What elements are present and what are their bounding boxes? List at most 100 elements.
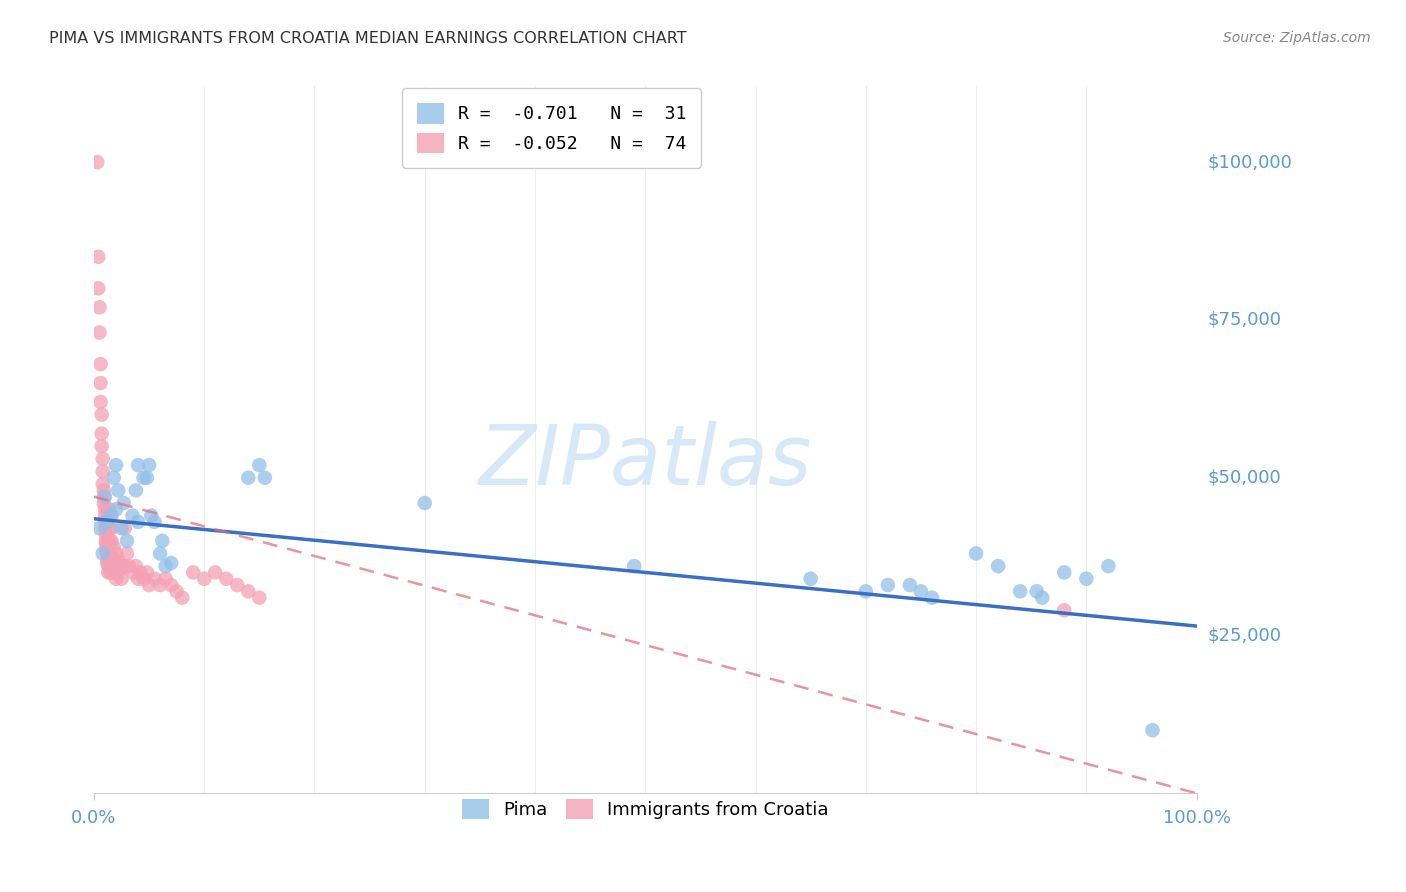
Point bbox=[1010, 584, 1032, 599]
Point bbox=[155, 559, 177, 574]
Point bbox=[121, 508, 143, 523]
Text: $75,000: $75,000 bbox=[1208, 311, 1282, 329]
Point bbox=[855, 584, 877, 599]
Point bbox=[110, 572, 132, 586]
Point bbox=[149, 578, 172, 592]
Point bbox=[987, 559, 1010, 574]
Point bbox=[100, 521, 122, 535]
Point bbox=[215, 572, 238, 586]
Point bbox=[86, 155, 108, 169]
Point bbox=[1053, 566, 1076, 580]
Point bbox=[90, 426, 112, 441]
Point bbox=[104, 559, 127, 574]
Point bbox=[97, 559, 120, 574]
Point bbox=[910, 584, 932, 599]
Point bbox=[238, 471, 260, 485]
Point bbox=[94, 543, 117, 558]
Point bbox=[129, 566, 152, 580]
Point bbox=[103, 540, 125, 554]
Point bbox=[238, 584, 260, 599]
Point bbox=[104, 572, 127, 586]
Point bbox=[94, 515, 117, 529]
Point bbox=[125, 483, 148, 498]
Point bbox=[921, 591, 943, 605]
Point bbox=[90, 439, 112, 453]
Point bbox=[96, 556, 118, 570]
Point bbox=[91, 451, 114, 466]
Point bbox=[965, 546, 987, 560]
Point bbox=[121, 566, 143, 580]
Point bbox=[1025, 584, 1047, 599]
Point bbox=[127, 458, 149, 472]
Point bbox=[141, 508, 163, 523]
Point bbox=[135, 566, 157, 580]
Point bbox=[98, 533, 121, 548]
Point bbox=[94, 521, 117, 535]
Point bbox=[97, 566, 120, 580]
Point bbox=[90, 357, 112, 371]
Point bbox=[226, 578, 249, 592]
Point bbox=[115, 546, 138, 560]
Point bbox=[181, 566, 204, 580]
Point bbox=[138, 578, 160, 592]
Point bbox=[89, 521, 111, 535]
Point bbox=[93, 496, 115, 510]
Point bbox=[247, 591, 270, 605]
Point bbox=[89, 301, 111, 315]
Point bbox=[90, 395, 112, 409]
Point bbox=[100, 566, 122, 580]
Point bbox=[87, 250, 110, 264]
Text: ZIPatlas: ZIPatlas bbox=[478, 420, 813, 501]
Point bbox=[100, 508, 122, 523]
Point bbox=[1076, 572, 1098, 586]
Point bbox=[125, 559, 148, 574]
Point bbox=[160, 556, 183, 570]
Point bbox=[155, 572, 177, 586]
Point bbox=[87, 281, 110, 295]
Point bbox=[110, 521, 132, 535]
Point bbox=[114, 559, 136, 574]
Point bbox=[98, 521, 121, 535]
Point bbox=[800, 572, 823, 586]
Point bbox=[135, 471, 157, 485]
Point bbox=[253, 471, 276, 485]
Point bbox=[96, 515, 118, 529]
Point bbox=[107, 553, 129, 567]
Point bbox=[104, 458, 127, 472]
Point bbox=[118, 559, 141, 574]
Point bbox=[96, 546, 118, 560]
Text: PIMA VS IMMIGRANTS FROM CROATIA MEDIAN EARNINGS CORRELATION CHART: PIMA VS IMMIGRANTS FROM CROATIA MEDIAN E… bbox=[49, 31, 688, 46]
Point bbox=[103, 553, 125, 567]
Point bbox=[1097, 559, 1119, 574]
Point bbox=[91, 477, 114, 491]
Point bbox=[110, 559, 132, 574]
Point bbox=[138, 458, 160, 472]
Point bbox=[127, 572, 149, 586]
Point bbox=[90, 376, 112, 390]
Point bbox=[94, 527, 117, 541]
Point bbox=[103, 471, 125, 485]
Point bbox=[104, 502, 127, 516]
Point bbox=[107, 566, 129, 580]
Point bbox=[127, 515, 149, 529]
Point bbox=[94, 490, 117, 504]
Point bbox=[91, 464, 114, 478]
Text: $25,000: $25,000 bbox=[1208, 626, 1282, 645]
Point bbox=[149, 546, 172, 560]
Point bbox=[90, 408, 112, 422]
Point bbox=[193, 572, 215, 586]
Point bbox=[112, 496, 135, 510]
Point bbox=[876, 578, 898, 592]
Point bbox=[96, 553, 118, 567]
Point bbox=[1031, 591, 1053, 605]
Point bbox=[898, 578, 921, 592]
Point bbox=[150, 533, 173, 548]
Point bbox=[114, 521, 136, 535]
Point bbox=[89, 326, 111, 340]
Point bbox=[166, 584, 188, 599]
Point bbox=[247, 458, 270, 472]
Point bbox=[100, 556, 122, 570]
Point bbox=[413, 496, 436, 510]
Point bbox=[100, 546, 122, 560]
Point bbox=[107, 483, 129, 498]
